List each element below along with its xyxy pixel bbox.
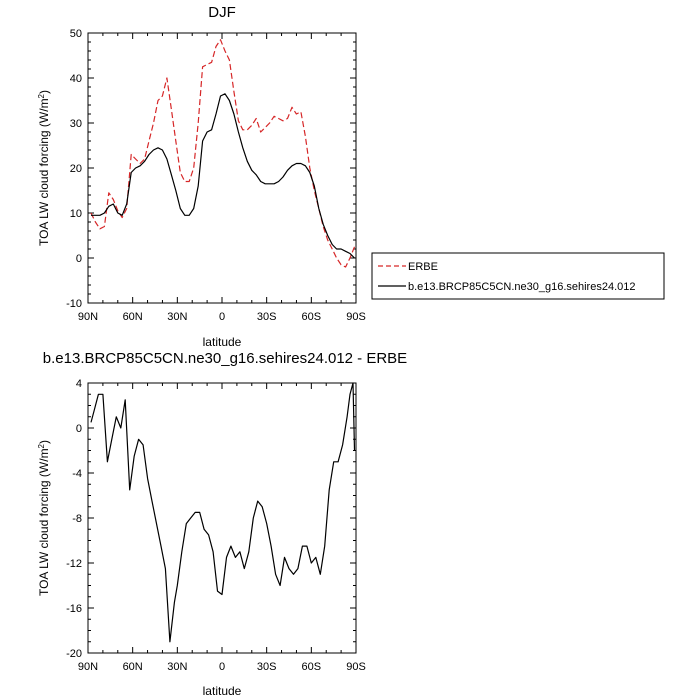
top-y-tick-label: 30 bbox=[70, 118, 82, 130]
top-x-tick-label: 90S bbox=[346, 311, 366, 323]
top-y-axis-label: TOA LW cloud forcing (W/m2) bbox=[37, 90, 51, 246]
bottom-y-tick-label: 4 bbox=[76, 378, 82, 390]
top-series-line-model bbox=[91, 93, 355, 259]
bottom-y-axis-label-sup: 2 bbox=[37, 443, 46, 448]
bottom-y-axis-label-close: ) bbox=[37, 440, 51, 444]
top-plot-frame bbox=[87, 32, 357, 304]
top-x-tick-label: 60N bbox=[123, 311, 143, 323]
bottom-panel: b.e13.BRCP85C5CN.ne30_g16.sehires24.012 … bbox=[37, 350, 407, 698]
top-y-axis-label-close: ) bbox=[37, 90, 51, 94]
bottom-x-tick-label: 90S bbox=[346, 661, 366, 673]
legend: ERBE b.e13.BRCP85C5CN.ne30_g16.sehires24… bbox=[371, 252, 665, 300]
bottom-y-axis-label-main: TOA LW cloud forcing (W/m bbox=[37, 448, 51, 596]
legend-box bbox=[371, 252, 665, 300]
legend-model-label: b.e13.BRCP85C5CN.ne30_g16.sehires24.012 bbox=[408, 281, 636, 293]
top-y-tick-label: 0 bbox=[76, 253, 82, 265]
bottom-x-tick-label: 30S bbox=[257, 661, 277, 673]
bottom-y-axis-label: TOA LW cloud forcing (W/m2) bbox=[37, 440, 51, 596]
bottom-y-tick-label: 0 bbox=[76, 423, 82, 435]
bottom-title: b.e13.BRCP85C5CN.ne30_g16.sehires24.012 … bbox=[43, 350, 407, 367]
bottom-x-tick-label: 30N bbox=[167, 661, 187, 673]
bottom-plot-frame bbox=[87, 382, 357, 654]
bottom-x-tick-label: 90N bbox=[78, 661, 98, 673]
top-y-axis-label-main: TOA LW cloud forcing (W/m bbox=[37, 98, 51, 246]
top-series bbox=[90, 39, 356, 268]
bottom-x-tick-label: 60N bbox=[123, 661, 143, 673]
top-x-axis-label: latitude bbox=[203, 335, 242, 349]
bottom-series-line-model bbox=[90, 382, 356, 643]
bottom-y-ticks: -20 -16 -12 -8 -4 0 4 bbox=[66, 378, 356, 660]
top-x-ticks: 90N 60N 30N 0 30S 60S 90S bbox=[78, 33, 366, 323]
bottom-y-tick-label: -16 bbox=[66, 603, 82, 615]
top-panel: DJF -10 0 10 20 30 40 50 90N 60N 30N 0 30S 60S 90S l… bbox=[37, 4, 665, 349]
top-series-line-erbe bbox=[90, 39, 356, 268]
top-x-tick-label: 30S bbox=[257, 311, 277, 323]
bottom-x-tick-label: 60S bbox=[302, 661, 322, 673]
bottom-y-tick-label: -12 bbox=[66, 558, 82, 570]
top-x-tick-label: 0 bbox=[219, 311, 225, 323]
bottom-x-axis-label: latitude bbox=[203, 684, 242, 698]
top-title: DJF bbox=[208, 4, 236, 21]
top-y-tick-label: 40 bbox=[70, 73, 82, 85]
top-y-tick-label: 50 bbox=[70, 28, 82, 40]
top-y-tick-label: 10 bbox=[70, 208, 82, 220]
bottom-x-ticks: 90N 60N 30N 0 30S 60S 90S bbox=[78, 383, 366, 673]
legend-erbe-label: ERBE bbox=[408, 261, 438, 273]
bottom-y-tick-label: -20 bbox=[66, 648, 82, 660]
bottom-series bbox=[90, 382, 356, 643]
top-x-tick-label: 60S bbox=[302, 311, 322, 323]
bottom-y-tick-label: -8 bbox=[72, 513, 82, 525]
top-y-ticks: -10 0 10 20 30 40 50 bbox=[66, 28, 356, 310]
top-y-tick-label: -10 bbox=[66, 298, 82, 310]
bottom-x-tick-label: 0 bbox=[219, 661, 225, 673]
top-y-axis-label-sup: 2 bbox=[37, 93, 46, 98]
top-y-tick-label: 20 bbox=[70, 163, 82, 175]
top-x-tick-label: 30N bbox=[167, 311, 187, 323]
bottom-y-tick-label: -4 bbox=[72, 468, 82, 480]
top-x-tick-label: 90N bbox=[78, 311, 98, 323]
